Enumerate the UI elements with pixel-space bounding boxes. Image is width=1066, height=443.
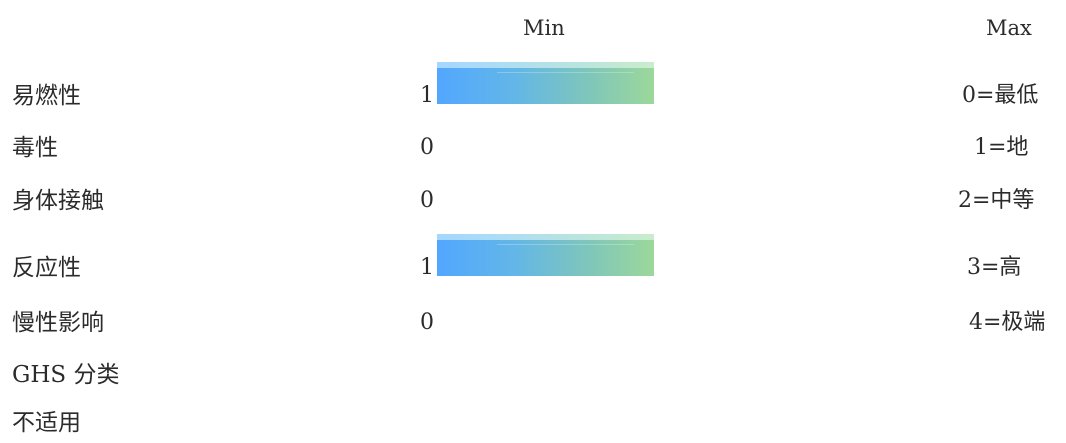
scale-legend-item: 0=最低: [962, 83, 1039, 108]
min-header: Min: [523, 16, 565, 40]
scale-legend-item: 4=极端: [969, 310, 1046, 335]
hazard-label: 毒性: [12, 135, 58, 161]
hazard-row-flammability: 易燃性 1 0=最低: [0, 62, 1066, 116]
hazard-level-bar: [437, 234, 654, 276]
hazard-label: 反应性: [12, 255, 81, 281]
max-header: Max: [986, 16, 1032, 40]
hazard-value: 1: [420, 83, 434, 108]
hazard-label: 慢性影响: [12, 310, 104, 336]
hazard-label: 易燃性: [12, 83, 81, 109]
hazard-row-reactivity: 反应性 1 3=高: [0, 234, 1066, 288]
scale-legend-item: 2=中等: [958, 188, 1035, 213]
hazard-row-body-contact: 身体接触 0 2=中等: [0, 181, 1066, 221]
hazard-value: 0: [420, 135, 434, 160]
hazard-value: 0: [420, 310, 434, 335]
ghs-title: GHS 分类: [12, 362, 120, 388]
hazard-value: 1: [420, 255, 434, 280]
hazard-level-bar: [437, 62, 654, 104]
hazard-value: 0: [420, 188, 434, 213]
hazard-label: 身体接触: [12, 188, 104, 214]
scale-legend-item: 1=地: [974, 135, 1029, 160]
ghs-value: 不适用: [12, 410, 81, 436]
scale-legend-item: 3=高: [967, 255, 1022, 280]
hazard-row-chronic-effects: 慢性影响 0 4=极端: [0, 303, 1066, 343]
hazard-row-toxicity: 毒性 0 1=地: [0, 128, 1066, 168]
